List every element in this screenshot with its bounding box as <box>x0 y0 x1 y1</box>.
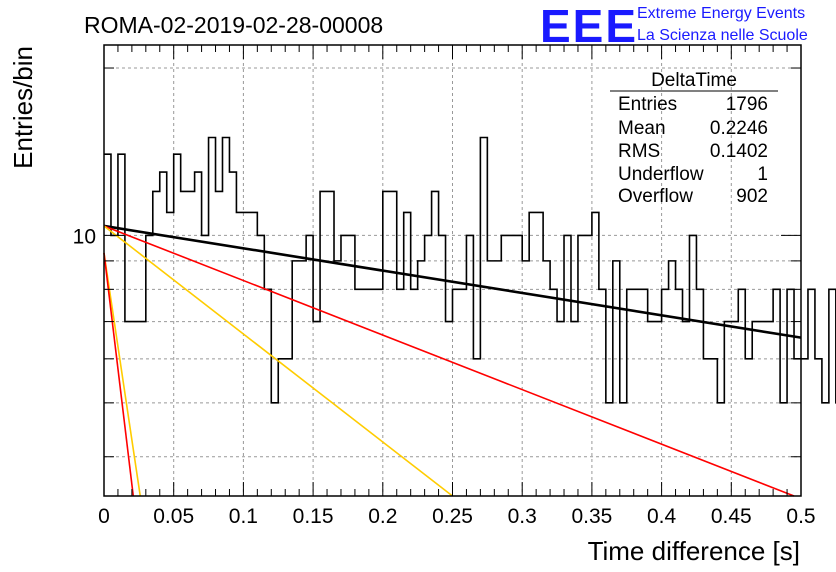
y-tick-label: 10 <box>73 225 96 248</box>
x-tick-label: 0.15 <box>293 505 334 528</box>
x-tick-label: 0.05 <box>153 505 194 528</box>
x-tick-label: 0.35 <box>571 505 612 528</box>
plot-area <box>104 45 801 496</box>
series-layer <box>103 136 836 497</box>
fit-line-1 <box>103 224 802 339</box>
stats-value-overflow: 902 <box>736 186 768 207</box>
stats-box: DeltaTime Entries 1796 Mean 0.2246 RMS 0… <box>610 70 778 207</box>
x-tick-label: 0.4 <box>647 505 677 528</box>
x-axis-title: Time difference [s] <box>588 536 800 566</box>
logo-line-2: La Scienza nelle Scuole <box>637 27 808 44</box>
chart-title: ROMA-02-2019-02-28-00008 <box>84 12 383 38</box>
stats-label-underflow: Underflow <box>618 164 704 185</box>
eee-logo: EEE Extreme Energy Events La Scienza nel… <box>540 0 808 52</box>
logo-line-1: Extreme Energy Events <box>637 5 805 22</box>
y-axis-title: Entries/bin <box>8 46 38 169</box>
x-tick-label: 0 <box>98 505 110 528</box>
logo-mark: EEE <box>540 0 638 52</box>
stats-value-entries: 1796 <box>726 94 768 115</box>
stats-value-rms: 0.1402 <box>710 141 768 162</box>
x-tick-label: 0.5 <box>786 505 815 528</box>
fit-line-5 <box>103 252 135 497</box>
x-tick-label: 0.45 <box>711 505 752 528</box>
stats-value-underflow: 1 <box>757 164 768 185</box>
stats-title: DeltaTime <box>651 70 737 91</box>
stats-label-entries: Entries <box>618 94 677 115</box>
axis-ticks: 0 0.05 0.1 0.15 0.2 0.25 0.3 0.35 0.4 0.45 0.5 10 <box>73 45 816 528</box>
plot-frame <box>103 44 802 497</box>
fit-line-2 <box>103 225 795 497</box>
x-tick-label: 0.2 <box>368 505 397 528</box>
histogram-step-series <box>104 136 836 404</box>
stats-label-mean: Mean <box>618 118 666 139</box>
stats-label-rms: RMS <box>618 141 660 162</box>
x-tick-label: 0.1 <box>229 505 258 528</box>
x-tick-label: 0.3 <box>508 505 537 528</box>
fit-line-3 <box>103 225 453 497</box>
stats-value-mean: 0.2246 <box>710 118 768 139</box>
stats-label-overflow: Overflow <box>618 186 693 207</box>
x-tick-label: 0.25 <box>432 505 473 528</box>
fit-line-4 <box>103 252 142 497</box>
